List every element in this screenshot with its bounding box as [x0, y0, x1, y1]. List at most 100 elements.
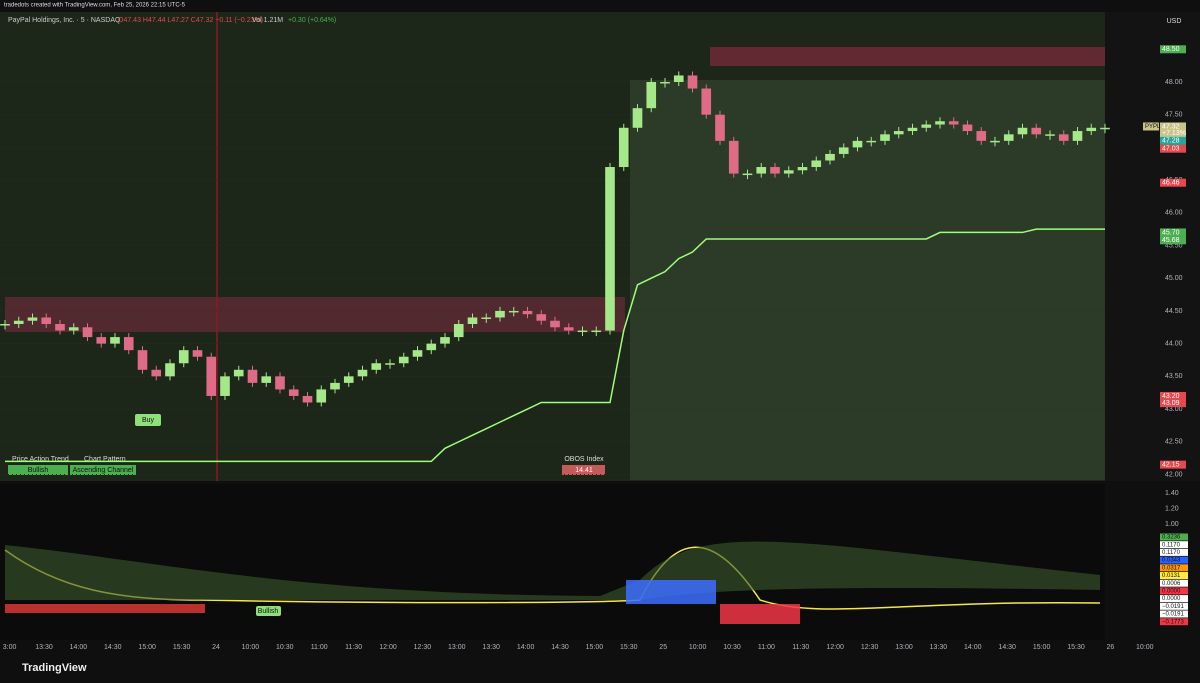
- candle: [536, 314, 547, 321]
- logo: TradingView: [22, 662, 87, 674]
- candle: [701, 88, 712, 115]
- price-axis: [1105, 12, 1200, 481]
- y-tick-label: 48.00: [1165, 79, 1183, 86]
- candle: [27, 317, 38, 321]
- candle: [412, 350, 423, 357]
- candle: [453, 324, 464, 338]
- price-label-box: [1160, 228, 1186, 237]
- credit: tradedots created with TradingView.com, …: [4, 3, 186, 9]
- change: +0.30 (+0.64%): [288, 17, 336, 24]
- table-cell: [562, 465, 605, 475]
- x-tick-label: 11:30: [345, 644, 362, 651]
- candle: [110, 337, 120, 344]
- candle: [165, 363, 175, 377]
- x-tick-label: 11:00: [758, 644, 775, 651]
- osc-label: 0.0000: [1162, 588, 1181, 594]
- table-cell: [70, 465, 136, 475]
- candle: [935, 121, 945, 125]
- candle: [687, 75, 698, 89]
- price-label-box: [1160, 144, 1186, 153]
- footer-bar: [0, 655, 1200, 683]
- osc-label-box: [1160, 595, 1188, 603]
- candle: [811, 160, 822, 168]
- price-label: 47.03: [1162, 146, 1180, 153]
- candle: [398, 356, 409, 364]
- price-label-box: [1160, 45, 1186, 54]
- x-tick-label: 24: [212, 644, 220, 651]
- x-tick-label: 3:00: [3, 644, 17, 651]
- x-tick-label: 15:00: [586, 644, 604, 651]
- x-tick-label: 10:00: [1136, 644, 1154, 651]
- x-tick-label: 12:00: [826, 644, 844, 651]
- osc-label: 0.1170: [1162, 542, 1181, 548]
- candle: [13, 320, 24, 325]
- candle: [1045, 134, 1055, 136]
- candle: [82, 327, 93, 338]
- candle: [591, 330, 602, 333]
- x-tick-label: 25: [659, 644, 667, 651]
- x-tick-label: 13:30: [35, 644, 53, 651]
- x-tick-label: 13:00: [448, 644, 466, 651]
- table-value: 14.41: [575, 467, 593, 474]
- price-label: 43.20: [1162, 393, 1180, 400]
- candle: [1100, 127, 1110, 130]
- y-tick-label: 44.00: [1165, 340, 1183, 347]
- candle: [467, 317, 478, 325]
- trailing-stop: [5, 228, 1105, 463]
- symbol-tag: PYPL: [1145, 124, 1161, 130]
- candle: [577, 330, 588, 333]
- supply-zone: [710, 47, 1105, 66]
- x-tick-label: 10:30: [276, 644, 294, 651]
- osc-label: 0.0317: [1162, 565, 1181, 571]
- candle: [508, 310, 519, 313]
- price-label-box: [1160, 178, 1186, 187]
- price-label-box: [1160, 391, 1186, 400]
- candle: [838, 147, 849, 154]
- y-tick-label: 42.50: [1165, 439, 1183, 446]
- price-label: 46.46: [1162, 180, 1180, 187]
- x-tick-label: 14:30: [104, 644, 122, 651]
- candle: [68, 327, 79, 331]
- x-tick-label: 26: [1107, 644, 1115, 651]
- osc-label-box: [1160, 564, 1188, 572]
- candle: [0, 324, 10, 326]
- candle: [962, 124, 973, 132]
- x-tick-label: 14:00: [964, 644, 982, 651]
- y-tick-label: 45.00: [1165, 275, 1183, 282]
- osc-label: 0.1170: [1162, 550, 1181, 556]
- price-label: 45.68: [1162, 237, 1180, 244]
- osc-label: 0.0006: [1162, 581, 1181, 587]
- ohlc: O47.43 H47.44 L47.27 C47.32 −0.11 (−0.23…: [118, 17, 263, 24]
- candle: [907, 127, 918, 132]
- x-tick-label: 10:00: [242, 644, 260, 651]
- candle: [756, 167, 767, 174]
- candle: [1017, 127, 1028, 135]
- candle: [948, 121, 959, 125]
- candle: [330, 382, 340, 390]
- candle: [618, 127, 629, 168]
- candle: [385, 363, 395, 365]
- oscillator-histogram: [720, 604, 800, 624]
- candle: [316, 389, 327, 403]
- x-tick-label: 11:30: [792, 644, 809, 651]
- x-tick-label: 15:30: [173, 644, 191, 651]
- x-tick-label: 14:00: [517, 644, 535, 651]
- osc-label-box: [1160, 541, 1188, 549]
- x-tick-label: 13:00: [895, 644, 913, 651]
- osc-label-box: [1160, 602, 1188, 610]
- currency: USD: [1167, 18, 1182, 25]
- x-tick-label: 10:30: [723, 644, 741, 651]
- osc-label-box: [1160, 572, 1188, 579]
- candle: [632, 108, 643, 128]
- x-tick-label: 13:30: [482, 644, 500, 651]
- table-value: Ascending Channel: [73, 467, 134, 474]
- candle: [178, 350, 189, 364]
- candle: [1003, 134, 1014, 141]
- candle: [976, 131, 987, 141]
- osc-label: 0.0000: [1162, 596, 1181, 602]
- osc-label-box: [1160, 579, 1188, 587]
- table-header: Price Action Trend: [12, 456, 69, 463]
- price-label: 43.09: [1162, 400, 1180, 407]
